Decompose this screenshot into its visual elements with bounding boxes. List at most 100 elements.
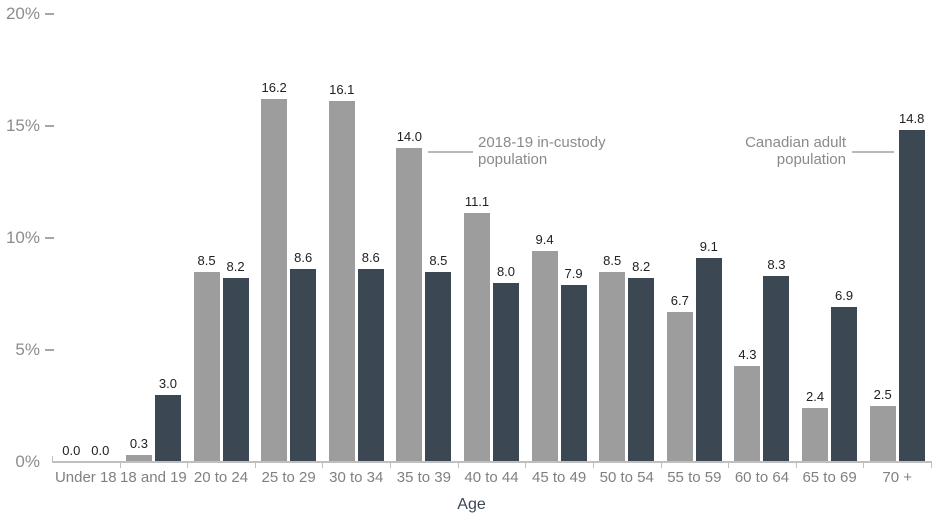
bar-group: 9.4 7.9 [525,14,593,462]
bar-incustody [261,99,288,462]
y-tick-label: 0% [15,452,40,471]
x-tick-mark [660,463,662,468]
y-tick-label: 20% [5,4,40,23]
bar-value-label: 7.9 [564,266,583,282]
bar-incustody [599,271,626,462]
x-tick-mark [457,463,459,468]
x-tick-mark [254,463,256,468]
bar-value-label: 14.8 [899,111,925,127]
x-category-label: 55 to 59 [667,469,722,486]
bar-value-label: 8.6 [294,250,313,266]
x-category-label: 20 to 24 [193,469,249,486]
series1-annotation-label: 2018-19 in-custody population [478,134,606,168]
bar-incustody [396,148,423,462]
bar-incustody [802,408,829,462]
bar-canadian [425,271,452,462]
bar-canadian [560,285,587,462]
bar-value-label: 0.0 [62,443,81,458]
bar-canadian [628,278,655,462]
bar-value-label: 4.3 [738,346,757,362]
x-tick-mark [119,463,121,468]
bar-group: 2.5 14.8 [863,14,931,462]
bar-incustody [463,213,490,462]
x-tick-mark [931,463,932,468]
bar-incustody [328,101,355,462]
bar-value-label: 8.2 [226,259,245,275]
bar-canadian [695,258,722,462]
x-category-label: 35 to 39 [396,469,451,486]
bar-value-label: 8.0 [496,263,516,279]
bar-canadian [290,269,317,462]
series2-leader-line [852,151,894,153]
bar-value-label: 3.0 [158,375,177,391]
bar-value-label: 16.2 [261,80,287,96]
bar-canadian [831,307,858,462]
bar-value-label: 6.7 [670,292,689,308]
bar-group: 14.0 8.5 [390,14,458,462]
x-tick-mark [52,456,53,462]
y-tick-label: 10% [5,228,40,247]
bar-value-label: 9.4 [535,232,554,248]
x-tick-mark [592,463,594,468]
x-category-label: 60 to 64 [734,469,790,486]
bar-value-label: 8.5 [197,252,216,268]
bar-value-label: 8.6 [361,250,380,266]
bar-value-label: 14.0 [396,129,423,145]
x-tick-mark [795,463,797,468]
bar-group: 0.3 3.0 [120,14,188,462]
x-tick-mark [728,463,730,468]
series2-annotation-label: Canadian adult population [745,134,846,168]
plot-area: 0.0 0.0 0.3 3.0 8.5 8.2 16.2 8.6 16.1 8.6 14.0 8.5 1… [52,14,931,462]
bar-value-label: 2.4 [806,389,825,405]
bar-value-label: 6.9 [835,288,854,304]
bar-group: 8.5 8.2 [187,14,255,462]
bar-group: 6.7 9.1 [661,14,729,462]
x-tick-mark [390,463,392,468]
y-tick-mark [45,125,54,127]
bar-value-label: 11.1 [464,194,490,210]
x-category-label: 30 to 34 [329,469,384,486]
bar-incustody [666,311,693,462]
y-tick-mark [45,237,54,239]
x-category-label: 65 to 69 [802,469,857,486]
x-axis-title: Age [457,496,486,513]
x-tick-mark [863,463,865,468]
bar-value-label: 8.2 [632,259,651,275]
bar-incustody [869,406,896,462]
bar-value-label: 16.1 [329,82,355,98]
bar-value-label: 0.3 [129,436,148,452]
y-tick-mark [45,13,54,15]
y-tick-mark [45,349,54,351]
x-category-label: 40 to 44 [464,469,519,486]
x-category-label: 50 to 54 [599,469,654,486]
x-tick-mark [525,463,527,468]
bar-incustody [531,251,558,462]
bar-canadian [898,130,925,462]
bar-incustody [193,271,220,462]
x-category-label: Under 18 [54,469,117,486]
bar-canadian [763,276,790,462]
bar-group: 16.2 8.6 [255,14,323,462]
bar-group: 8.5 8.2 [593,14,661,462]
x-category-label: 45 to 49 [531,469,587,486]
bar-value-label: 8.5 [603,252,622,268]
x-axis-line [52,461,932,463]
y-tick-label: 15% [5,116,40,135]
bar-canadian [357,269,384,462]
bar-value-label: 8.5 [429,252,448,268]
bar-group: 2.4 6.9 [796,14,864,462]
bar-incustody [125,455,152,462]
bar-value-label: 9.1 [699,239,718,255]
bar-value-label: 8.3 [767,257,786,273]
bar-value-label: 2.5 [873,387,892,402]
bar-group: 0.0 0.0 [52,14,120,462]
bar-canadian [154,394,181,462]
series1-leader-line [428,151,473,153]
x-tick-mark [187,463,189,468]
x-category-label: 70 + [882,469,912,486]
bar-value-label: 0.0 [91,443,110,458]
bar-canadian [222,278,249,462]
bar-canadian [492,282,519,462]
x-tick-mark [322,463,324,468]
